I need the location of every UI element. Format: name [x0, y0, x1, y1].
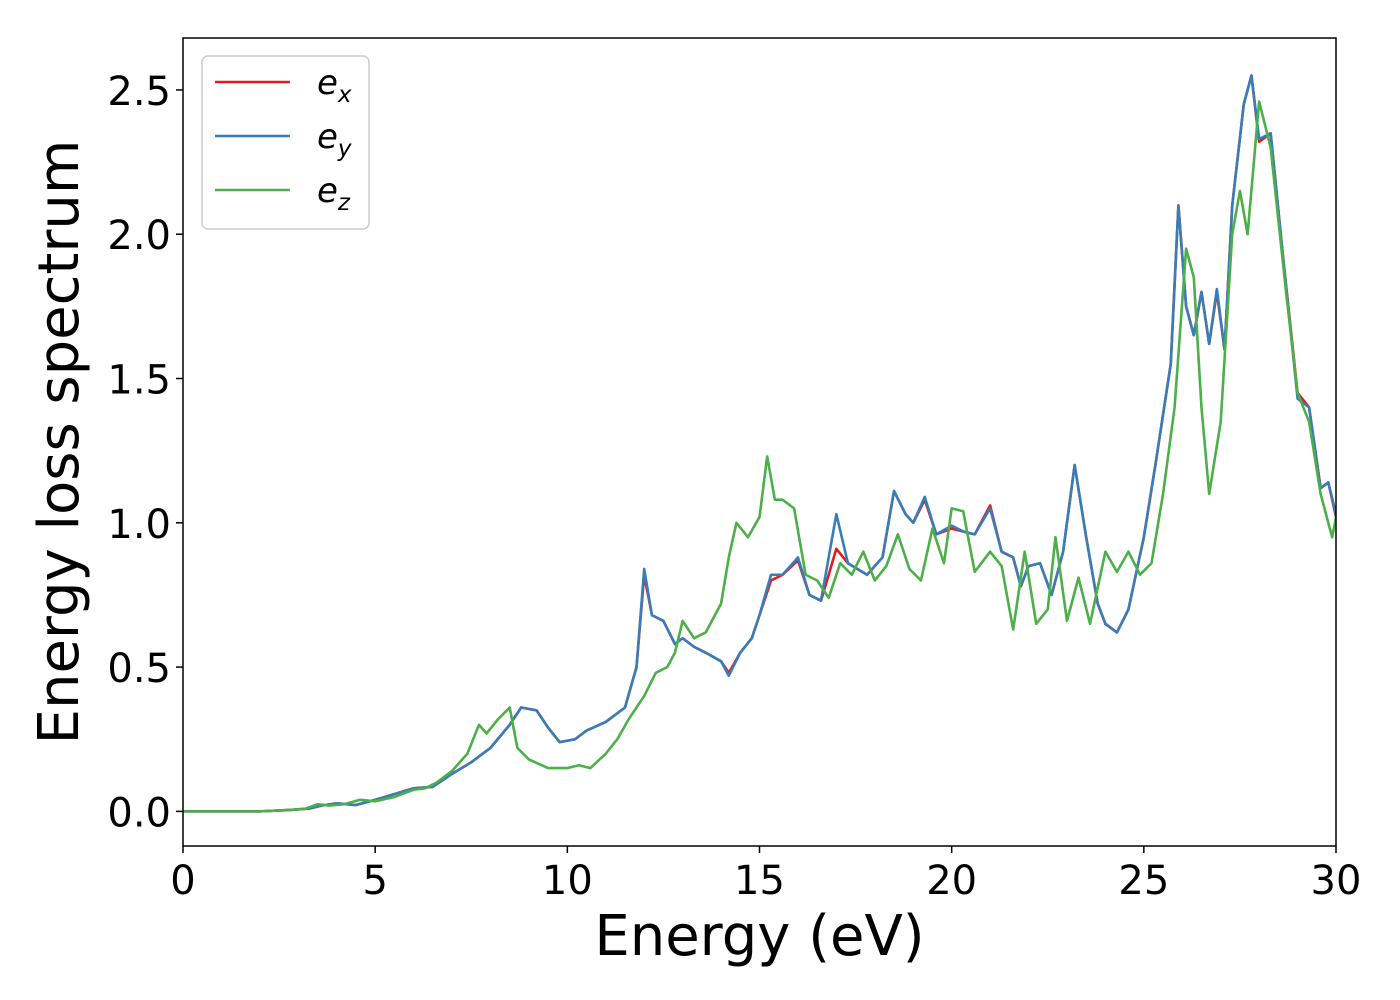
x-axis-title: Energy (eV)	[594, 904, 924, 969]
legend-box	[201, 55, 370, 230]
x-tick-label: 20	[926, 858, 977, 904]
series-layer	[183, 74, 1336, 813]
y-tick-label: 0.5	[107, 646, 171, 692]
x-tick-label: 15	[734, 858, 785, 904]
y-tick-label: 2.0	[107, 213, 171, 259]
x-tick-label: 30	[1311, 858, 1362, 904]
legend-label-x: ex	[317, 63, 352, 108]
legend-label-y: ey	[317, 117, 352, 162]
y-tick-label: 0.0	[107, 790, 171, 836]
x-tick-label: 25	[1118, 858, 1169, 904]
legend: ex ey ez	[201, 55, 370, 230]
x-tick-label: 5	[362, 858, 387, 904]
y-axis-title: Energy loss spectrum	[27, 140, 92, 745]
y-tick-label: 1.5	[107, 358, 171, 404]
series-line-e-z	[183, 100, 1336, 813]
x-tick-label: 10	[542, 858, 593, 904]
x-tick-label: 0	[170, 858, 195, 904]
x-axis: 0 5 10 15 20 25 30	[170, 846, 1361, 904]
y-axis: 0.0 0.5 1.0 1.5 2.0 2.5	[107, 69, 183, 836]
legend-label-z: ez	[317, 171, 351, 216]
y-tick-label: 2.5	[107, 69, 171, 115]
y-tick-label: 1.0	[107, 502, 171, 548]
